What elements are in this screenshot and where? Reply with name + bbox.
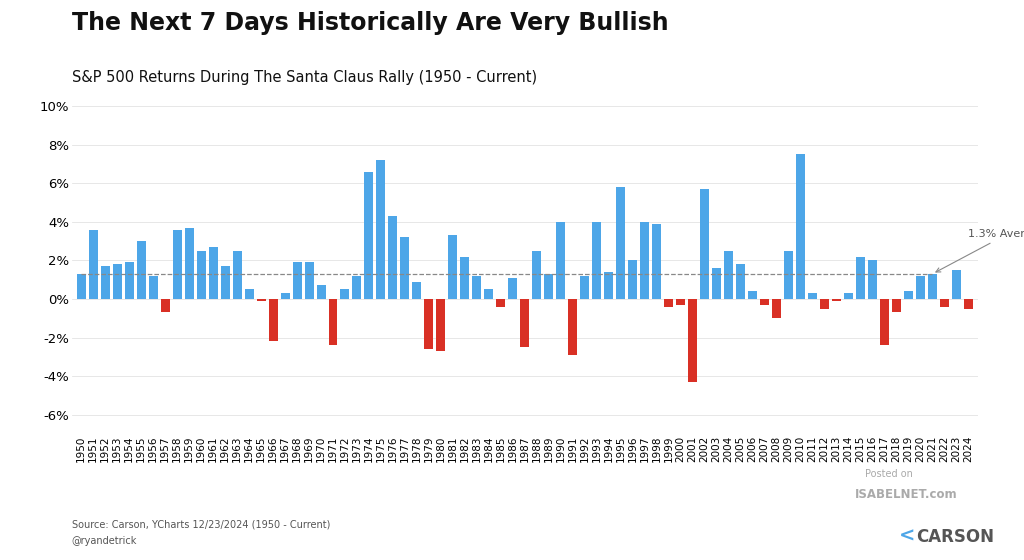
Bar <box>413 282 422 299</box>
Bar <box>77 274 86 299</box>
Bar <box>89 230 97 299</box>
Bar <box>915 276 925 299</box>
Bar <box>436 299 445 351</box>
Bar <box>388 216 397 299</box>
Bar <box>113 264 122 299</box>
Bar <box>676 299 685 305</box>
Bar <box>329 299 338 346</box>
Bar <box>724 251 733 299</box>
Bar <box>892 299 901 312</box>
Bar <box>316 286 326 299</box>
Bar <box>161 299 170 312</box>
Bar <box>520 299 529 347</box>
Bar <box>424 299 433 349</box>
Bar <box>365 172 374 299</box>
Bar <box>784 251 793 299</box>
Bar <box>100 266 110 299</box>
Bar <box>616 187 626 299</box>
Bar <box>868 260 877 299</box>
Bar <box>304 262 313 299</box>
Bar <box>484 290 494 299</box>
Text: S&P 500 Returns During The Santa Claus Rally (1950 - Current): S&P 500 Returns During The Santa Claus R… <box>72 70 537 85</box>
Bar <box>581 276 589 299</box>
Bar <box>449 235 458 299</box>
Bar <box>281 293 290 299</box>
Bar <box>148 276 158 299</box>
Text: CARSON: CARSON <box>916 528 994 546</box>
Bar <box>532 251 542 299</box>
Bar <box>760 299 769 305</box>
Bar <box>964 299 973 309</box>
Bar <box>125 262 134 299</box>
Bar <box>293 262 301 299</box>
Bar <box>400 237 410 299</box>
Bar <box>796 155 805 299</box>
Bar <box>137 241 145 299</box>
Bar <box>880 299 889 346</box>
Bar <box>844 293 853 299</box>
Bar <box>568 299 578 355</box>
Bar <box>856 256 865 299</box>
Bar <box>604 272 613 299</box>
Bar <box>472 276 481 299</box>
Bar <box>928 274 937 299</box>
Bar <box>556 222 565 299</box>
Bar <box>209 247 218 299</box>
Bar <box>184 227 194 299</box>
Text: <: < <box>899 527 915 546</box>
Bar <box>232 251 242 299</box>
Bar <box>592 222 601 299</box>
Bar <box>652 224 662 299</box>
Bar <box>808 293 817 299</box>
Bar <box>820 299 829 309</box>
Bar <box>377 160 385 299</box>
Bar <box>831 299 841 301</box>
Bar <box>268 299 278 342</box>
Bar <box>665 299 673 307</box>
Bar <box>341 290 349 299</box>
Text: @ryandetrick: @ryandetrick <box>72 536 137 546</box>
Bar <box>497 299 505 307</box>
Bar <box>940 299 949 307</box>
Bar <box>352 276 361 299</box>
Bar <box>628 260 637 299</box>
Bar <box>712 268 721 299</box>
Text: Source: Carson, YCharts 12/23/2024 (1950 - Current): Source: Carson, YCharts 12/23/2024 (1950… <box>72 519 330 529</box>
Bar <box>220 266 229 299</box>
Bar <box>197 251 206 299</box>
Bar <box>688 299 697 382</box>
Bar <box>700 189 709 299</box>
Bar <box>640 222 649 299</box>
Bar <box>173 230 181 299</box>
Bar <box>508 278 517 299</box>
Text: 1.3% Average: 1.3% Average <box>936 229 1024 272</box>
Bar <box>545 274 553 299</box>
Text: Posted on: Posted on <box>865 469 913 479</box>
Bar <box>245 290 254 299</box>
Text: The Next 7 Days Historically Are Very Bullish: The Next 7 Days Historically Are Very Bu… <box>72 11 669 35</box>
Bar <box>257 299 265 301</box>
Bar <box>749 291 757 299</box>
Bar <box>461 256 469 299</box>
Bar <box>952 270 961 299</box>
Bar <box>736 264 745 299</box>
Bar <box>904 291 912 299</box>
Text: ISABELNET.com: ISABELNET.com <box>855 488 957 501</box>
Bar <box>772 299 781 318</box>
